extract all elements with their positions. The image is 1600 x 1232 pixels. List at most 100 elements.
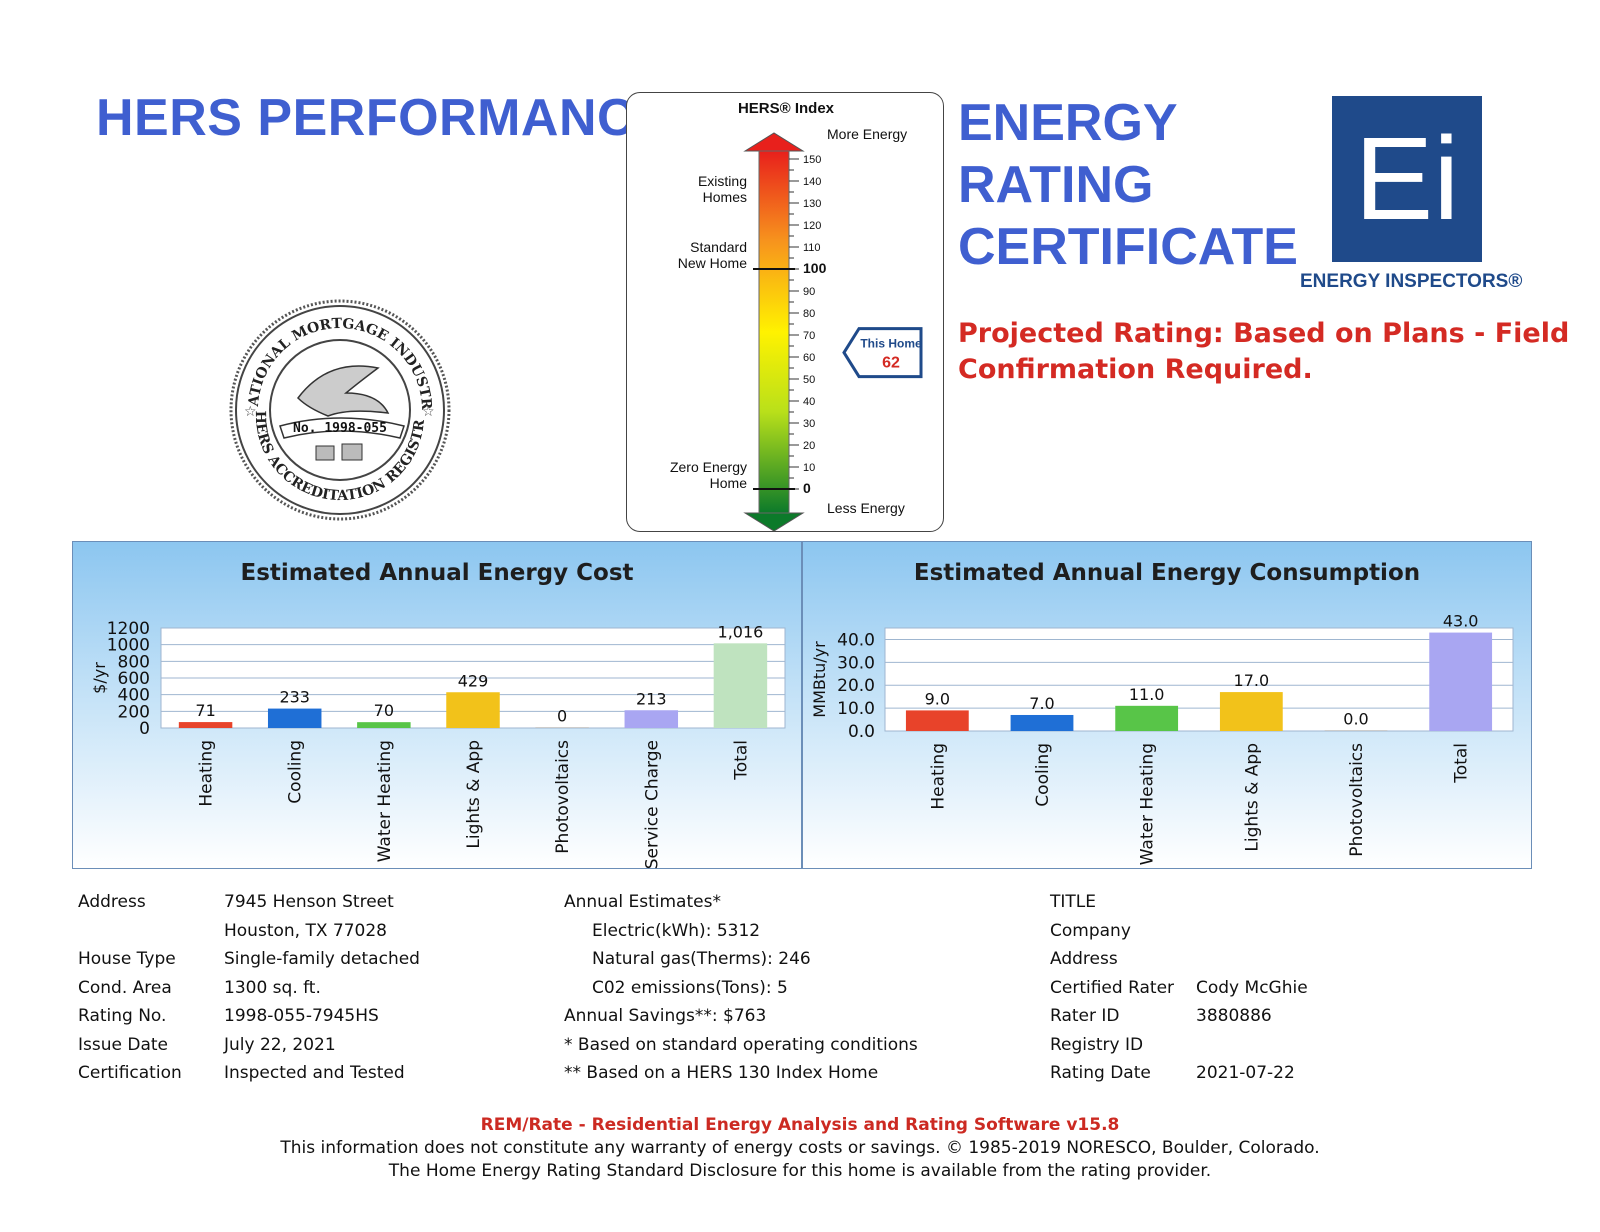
this-home-label: This Home [860,337,922,351]
category-label: Lights & App [1242,743,1262,852]
hers-tick-label: 50 [803,374,815,386]
bar-value-label: 71 [195,701,215,720]
property-details: Address 7945 Henson Street Houston, TX 77… [78,888,558,1088]
detail-label: Issue Date [78,1034,168,1055]
hers-tick-label: 150 [803,154,821,166]
estimate-row: * Based on standard operating conditions [564,1031,1024,1060]
estimate-gas: Natural gas(Therms): 246 [592,949,811,969]
bar-value-label: 11.0 [1129,685,1165,704]
detail-value: 7945 Henson Street [224,892,394,912]
rater-label: TITLE [1050,892,1096,912]
hers-tick-label: 70 [803,330,815,342]
rater-label: Address [1050,949,1118,969]
bar [357,722,411,728]
standard-new-home-label: Standard New Home [678,239,747,271]
this-home-marker [842,327,923,379]
certificate-title-line-2: RATING [958,156,1154,214]
detail-row: Rating No. 1998-055-7945HS [78,1002,558,1031]
bar [178,722,233,728]
hers-performance-title: HERS PERFORMANCE [96,89,671,147]
bar [1010,714,1074,731]
y-tick-label: 0.0 [848,722,875,742]
bar-value-label: 17.0 [1234,671,1270,690]
certificate-title-line-3: CERTIFICATE [958,218,1298,276]
detail-label: Address [78,892,146,912]
plot-area [884,627,1514,732]
y-tick-label: 40.0 [837,630,875,650]
certificate-title: ENERGY RATING CERTIFICATE [958,92,1298,278]
more-energy-label: More Energy [827,126,907,142]
seal-number: No. 1998-055 [293,421,387,436]
category-label: Total [1452,743,1472,784]
energy-consumption-chart-title: Estimated Annual Energy Consumption [913,560,1421,586]
y-tick-label: 600 [118,669,150,689]
category-label: Water Heating [1138,743,1158,865]
bar-value-label: 213 [636,689,667,708]
warranty-disclaimer: This information does not constitute any… [280,1138,1320,1158]
detail-row: Issue Date July 22, 2021 [78,1031,558,1060]
hers-tick-label: 140 [803,176,821,188]
detail-row: House Type Single-family detached [78,945,558,974]
hers-tick-label: 40 [803,396,815,408]
seal-house-icon [315,445,335,461]
hers-index-title: HERS® Index [738,100,835,117]
detail-value: Inspected and Tested [224,1063,405,1083]
estimate-heading: Annual Estimates* [564,892,721,912]
bar-value-label: 0 [557,707,567,726]
category-label: Service Charge [642,740,662,869]
this-home-value: 62 [882,355,900,372]
category-label: Total [731,740,751,781]
rater-details: TITLE Company Address Certified Rater Cod… [1050,888,1530,1088]
hers-color-bar [758,150,790,514]
category-label: Photovoltaics [553,740,573,854]
seal-star-icon: ☆ [244,404,257,420]
bar [624,710,679,728]
estimate-row: Annual Savings**: $763 [564,1002,1024,1031]
footer: REM/Rate - Residential Energy Analysis a… [0,1114,1600,1183]
hers-index-scale: HERS® Index More Energy Less Energy 150 140 1… [626,92,944,532]
hers-tick-label: 100 [803,260,827,276]
category-label: Photovoltaics [1347,743,1367,857]
estimate-footnote-2: ** Based on a HERS 130 Index Home [564,1063,879,1083]
category-label: Water Heating [375,740,395,862]
hers-tick-label: 20 [803,440,815,452]
zero-energy-home-label: Zero Energy Home [670,459,747,491]
bar [267,708,322,728]
rater-row: Registry ID [1050,1031,1530,1060]
estimate-co2: C02 emissions(Tons): 5 [592,977,788,998]
estimate-row: C02 emissions(Tons): 5 [564,974,1024,1003]
seal-eagle-icon [297,365,390,417]
hers-tick-label: 130 [803,198,821,210]
hers-tick-label: 120 [803,220,821,232]
bar [905,710,969,731]
up-arrow-icon [743,132,805,152]
rater-label: Certified Rater [1050,977,1175,998]
estimate-row: Natural gas(Therms): 246 [564,945,1024,974]
detail-label: Rating No. [78,1006,167,1026]
detail-value: 1998-055-7945HS [224,1006,379,1026]
y-tick-label: 200 [118,702,150,722]
disclosure-note: The Home Energy Rating Standard Disclosu… [388,1161,1212,1181]
estimate-electric: Electric(kWh): 5312 [592,920,761,941]
y-tick-label: 400 [118,686,150,706]
bar [1219,692,1283,731]
annual-estimates: Annual Estimates* Electric(kWh): 5312 Na… [564,888,1024,1088]
y-tick-label: 1200 [107,619,150,639]
detail-value: Houston, TX 77028 [224,920,387,941]
rater-label: Rating Date [1050,1063,1151,1083]
seal-graphic: NATIONAL MORTGAGE INDUSTRY HERS ACCREDIT… [222,286,451,521]
existing-homes-label: Existing Homes [698,173,747,205]
energy-cost-chart-panel: Estimated Annual Energy Cost 0 200 400 600 8… [72,541,802,869]
rater-value: Cody McGhie [1196,977,1308,998]
category-label: Heating [928,743,948,810]
software-credit: REM/Rate - Residential Energy Analysis a… [480,1115,1120,1135]
seal-star-icon: ☆ [422,404,435,420]
hers-index-graphic: HERS® Index More Energy Less Energy 150 140 1… [670,100,923,532]
rater-value: 2021-07-22 [1196,1063,1295,1083]
rater-row: Company [1050,917,1530,946]
less-energy-label: Less Energy [827,500,905,516]
bar [446,692,500,728]
detail-row: Certification Inspected and Tested [78,1059,558,1088]
bar-value-label: 233 [279,688,310,707]
estimate-row: ** Based on a HERS 130 Index Home [564,1059,1024,1088]
